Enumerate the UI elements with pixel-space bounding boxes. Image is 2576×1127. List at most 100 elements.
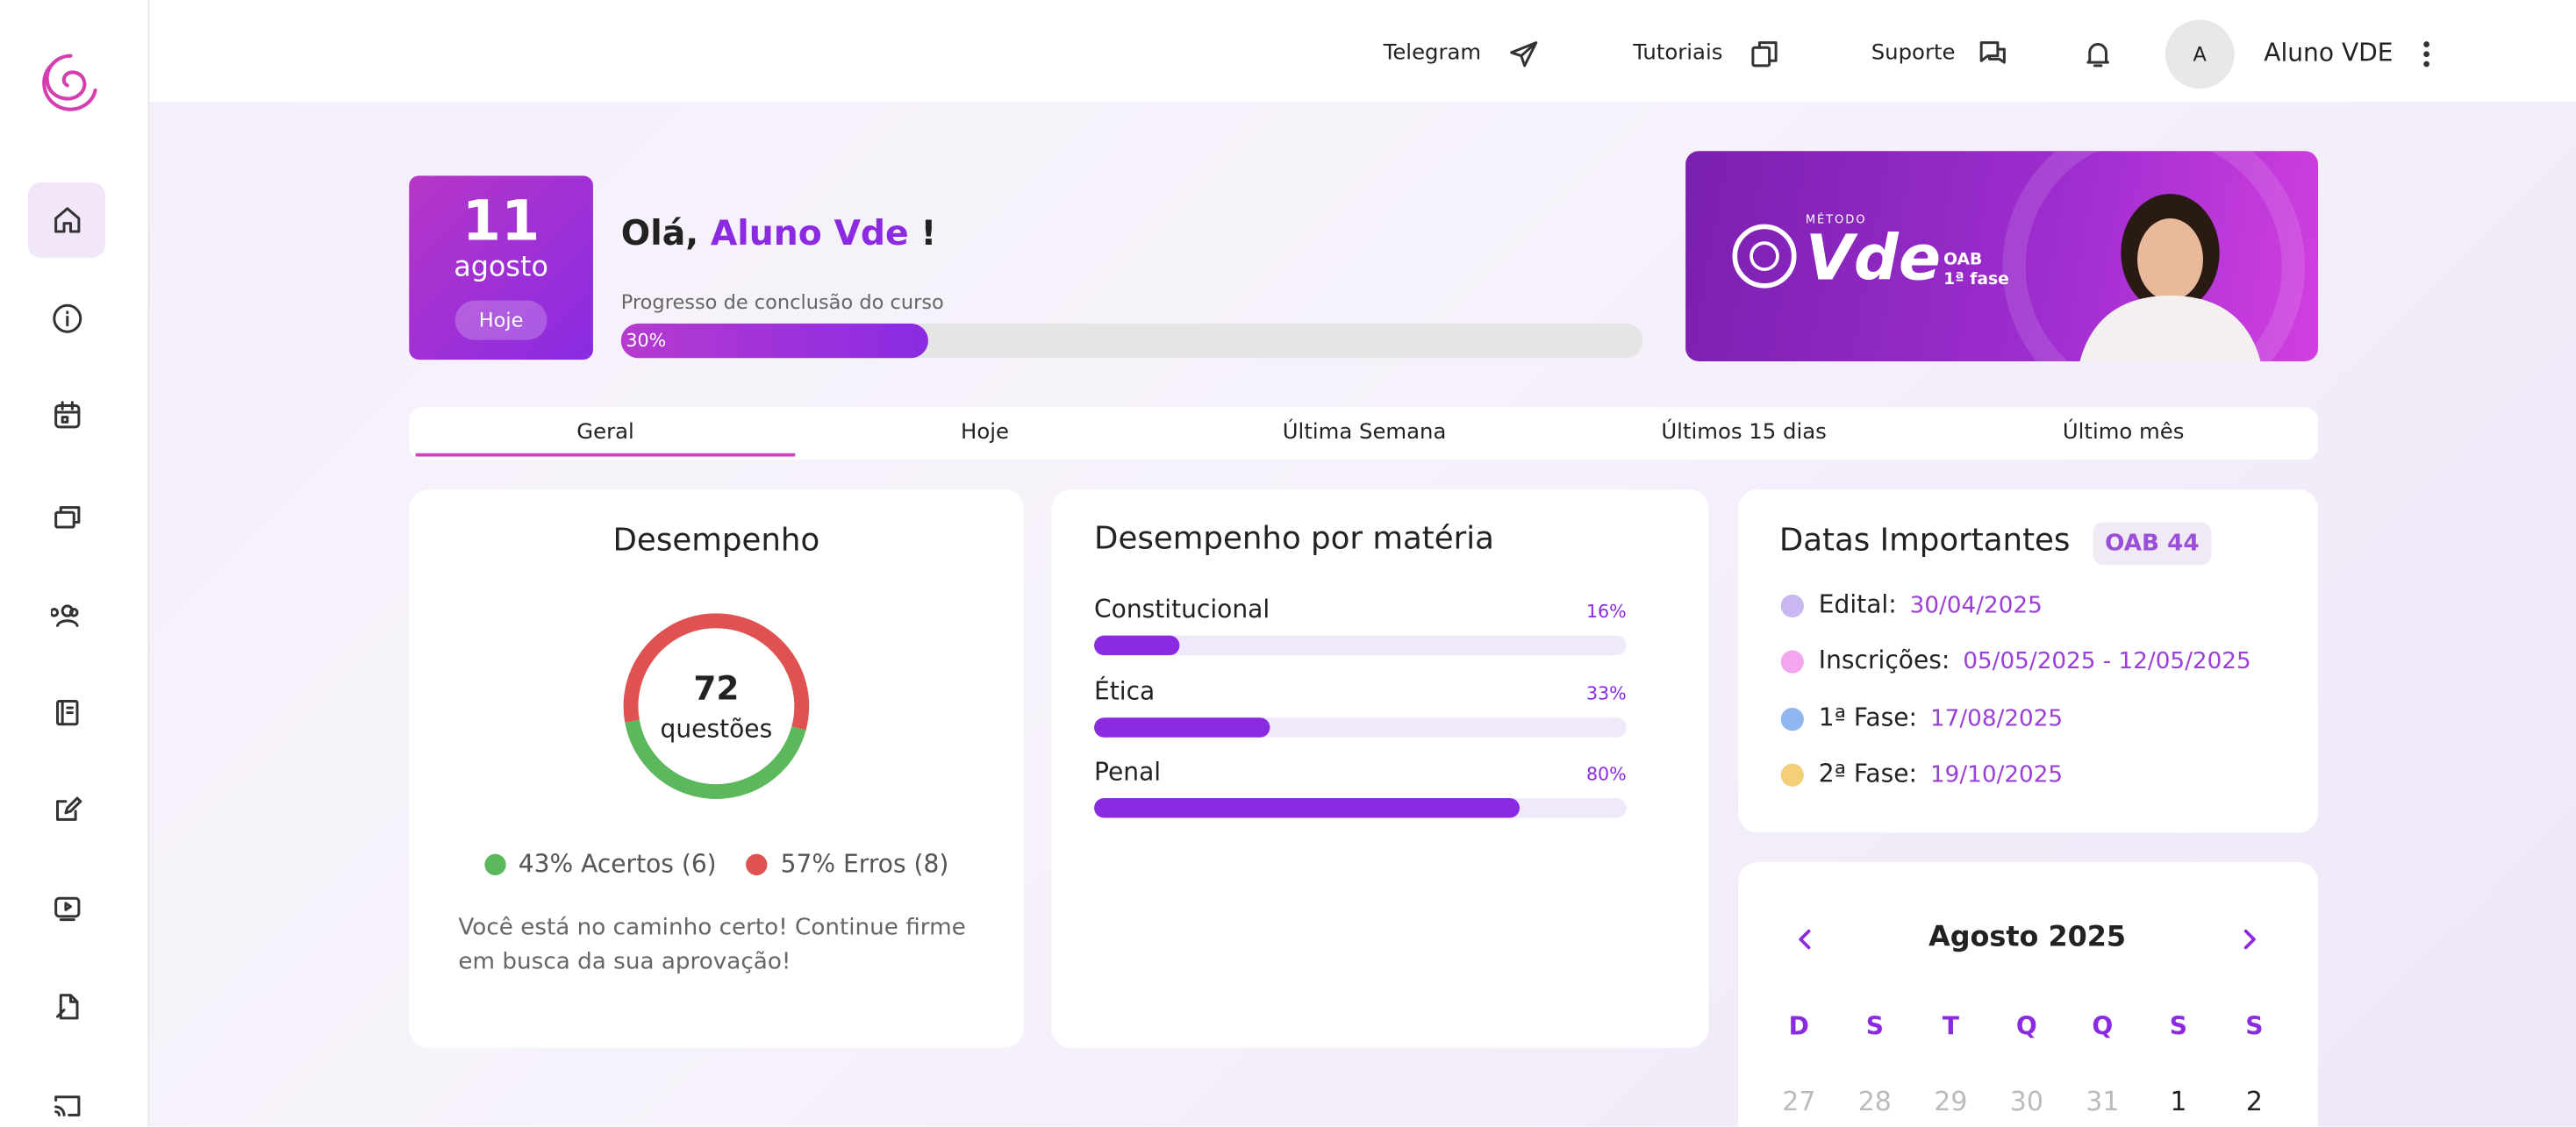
legend-label: 43% Acertos (6) — [518, 849, 717, 879]
top-link[interactable]: Tutoriais — [1633, 40, 1723, 66]
tab[interactable]: Hoje — [961, 420, 1010, 446]
top-link[interactable]: Telegram — [1383, 40, 1482, 66]
date-dot — [1780, 594, 1804, 618]
day[interactable]: 2 — [2245, 1085, 2263, 1117]
subjects-card — [1051, 489, 1709, 1048]
banner-small: MÉTODO — [1805, 213, 1867, 227]
badge — [2093, 522, 2212, 566]
nav-document[interactable] — [51, 990, 83, 1023]
date-label: Edital: — [1818, 589, 1897, 619]
subject-name: Ética — [1094, 675, 1156, 706]
progress-label: Progresso de conclusão do curso — [620, 290, 944, 314]
date-label: 1ª Fase: — [1818, 702, 1918, 732]
user-name[interactable]: Aluno VDE — [2264, 38, 2394, 68]
legend-dot — [483, 852, 505, 875]
day[interactable]: 31 — [2086, 1085, 2120, 1117]
calendar-month: Agosto 2025 — [1928, 921, 2127, 954]
banner-brand: Vde — [1805, 221, 1942, 295]
subject-bar — [1094, 798, 1521, 818]
donut-segment — [623, 613, 810, 799]
sidebar — [0, 0, 150, 1127]
banner-exam: OAB — [1943, 251, 1983, 270]
nav-calendar[interactable] — [51, 399, 83, 432]
tab[interactable]: Último mês — [2062, 420, 2185, 446]
date-label: Inscrições: — [1818, 646, 1950, 676]
tab[interactable]: Geral — [576, 420, 634, 446]
avatar[interactable] — [2165, 19, 2235, 89]
date-dot — [1780, 707, 1804, 731]
subject-name: Constitucional — [1094, 594, 1270, 624]
subject-value: 80% — [1585, 763, 1627, 786]
day[interactable]: 30 — [2009, 1085, 2043, 1117]
menu-dots[interactable] — [2410, 38, 2443, 70]
tutorials-icon[interactable] — [1748, 38, 1780, 70]
date-dot — [1780, 651, 1804, 674]
weekday: D — [1788, 1011, 1809, 1042]
greeting-punct: ! — [920, 213, 937, 253]
greeting-name: Aluno Vde — [710, 213, 909, 253]
tab-bar — [409, 407, 2319, 460]
weekday: Q — [2092, 1011, 2114, 1042]
date-card — [409, 175, 593, 360]
legend-item: 57% Erros (8) — [746, 849, 948, 879]
nav-video[interactable] — [51, 892, 83, 924]
nav-notebook[interactable] — [51, 696, 83, 729]
nav-cast[interactable] — [51, 1088, 83, 1121]
telegram-icon[interactable] — [1508, 38, 1541, 70]
performance-message: Você está no caminho certo! Continue fir… — [458, 914, 966, 976]
weekday: Q — [2015, 1011, 2037, 1042]
date-row: 2ª Fase: 19/10/2025 — [1819, 761, 2063, 787]
day[interactable]: 27 — [1782, 1085, 1816, 1117]
tab-underline — [415, 453, 796, 457]
date-row: Edital: 30/04/2025 — [1819, 592, 2043, 619]
legend: 43% Acertos (6) 57% Erros (8) — [409, 849, 1023, 879]
date-month: agosto — [454, 251, 548, 284]
subject-bar — [1094, 635, 1180, 656]
bell-icon[interactable] — [2081, 38, 2114, 70]
badge-label: OAB 44 — [2105, 530, 2200, 557]
banner[interactable] — [1685, 151, 2319, 361]
legend-dot — [746, 852, 768, 875]
support-icon[interactable] — [1977, 38, 2009, 70]
date-row: Inscrições: 05/05/2025 - 12/05/2025 — [1818, 646, 2251, 676]
tab[interactable]: Últimos 15 dias — [1661, 420, 1827, 446]
date-value: 05/05/2025 - 12/05/2025 — [1963, 649, 2251, 676]
donut-unit: questões — [660, 714, 773, 745]
date-value: 30/04/2025 — [1909, 592, 2043, 619]
performance-card — [409, 489, 1024, 1048]
day[interactable]: 1 — [2170, 1085, 2187, 1117]
subject-value: 33% — [1585, 682, 1627, 704]
nav-edit[interactable] — [51, 793, 83, 825]
today-label: Hoje — [478, 309, 524, 332]
day[interactable]: 28 — [1857, 1085, 1892, 1117]
subject-value: 16% — [1585, 601, 1627, 623]
donut — [623, 613, 810, 799]
next-month[interactable] — [2233, 923, 2265, 955]
nav-folders[interactable] — [51, 499, 83, 531]
today-pill — [454, 300, 547, 340]
legend-item: 43% Acertos (6) — [483, 849, 717, 879]
nav-info[interactable] — [51, 303, 83, 335]
nav-community[interactable] — [51, 598, 83, 631]
calendar-card — [1738, 862, 2319, 1127]
dates-card — [1738, 489, 2319, 833]
progress-value: 30% — [626, 330, 667, 352]
top-link[interactable]: Suporte — [1871, 40, 1956, 66]
tab[interactable]: Última Semana — [1282, 420, 1447, 446]
subject-bar — [1094, 717, 1270, 737]
progress-fill — [620, 323, 928, 359]
avatar-initial: A — [2193, 42, 2207, 66]
card-title: Desempenho por matéria — [1094, 520, 1494, 557]
nav-active[interactable] — [27, 182, 105, 258]
banner-art — [1732, 151, 2305, 361]
prev-month[interactable] — [1789, 923, 1821, 955]
greeting: Olá, Aluno Vde ! — [621, 216, 937, 251]
day[interactable]: 29 — [1934, 1085, 1968, 1117]
subject-track — [1094, 635, 1627, 656]
greeting-hello: Olá, — [620, 213, 699, 253]
nav-home[interactable] — [51, 203, 83, 236]
weekday: S — [2169, 1011, 2187, 1042]
legend-label: 57% Erros (8) — [780, 849, 949, 879]
